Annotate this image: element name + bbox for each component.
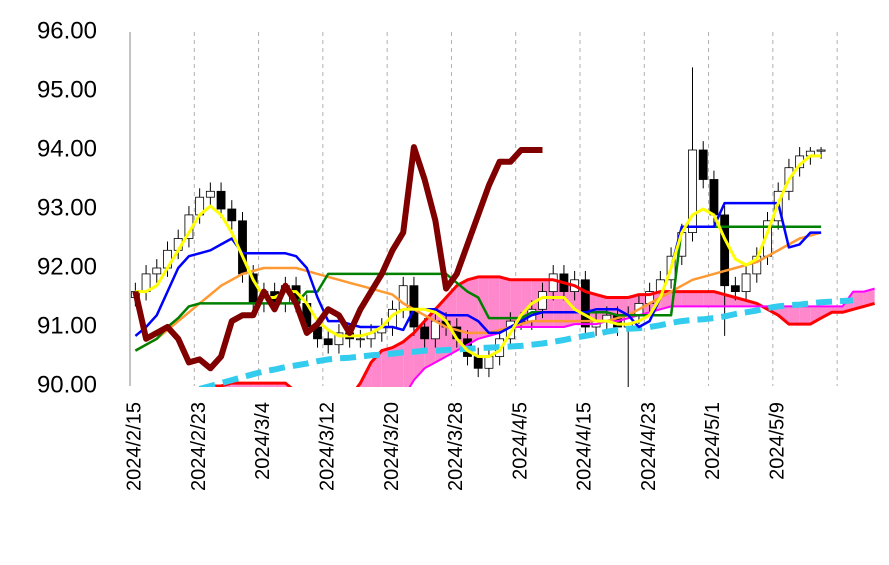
candle-body [323, 338, 333, 346]
candle-body [698, 149, 708, 180]
labels: 90.00 91.00 92.00 93.00 94.00 95.00 96.00 2024/… [37, 17, 789, 491]
candle-body [355, 338, 365, 341]
x-tick-label: 2024/5/1 [702, 402, 724, 480]
cloud [799, 306, 811, 325]
cloud [157, 398, 168, 416]
cloud [403, 332, 414, 387]
series-line [132, 144, 543, 372]
cloud [296, 392, 307, 416]
cloud [863, 288, 875, 307]
cloud [692, 291, 704, 307]
series-line [134, 201, 822, 337]
cloud [221, 383, 232, 387]
cloud [285, 383, 291, 387]
cloud [778, 306, 789, 325]
candle-body [816, 149, 826, 152]
series-line [200, 275, 876, 387]
candle-body [334, 332, 344, 346]
candle-body [730, 285, 740, 293]
y-tick-label: 96.00 [37, 17, 97, 44]
cloud [339, 398, 350, 416]
candle-body [473, 356, 483, 369]
cloud [274, 383, 286, 387]
y-tick-label: 93.00 [37, 194, 97, 221]
candle-body [741, 273, 751, 292]
x-tick-label: 2024/2/15 [124, 402, 146, 491]
y-tick-label: 90.00 [37, 371, 97, 398]
candle-body [216, 190, 226, 210]
cloud [853, 291, 864, 310]
cloud [467, 276, 479, 345]
y-tick-label: 95.00 [37, 76, 97, 103]
y-tick-label: 91.00 [37, 312, 97, 339]
candle-body [548, 273, 558, 292]
cloud [681, 291, 693, 307]
x-tick-label: 2024/4/5 [509, 402, 531, 480]
candle-body [720, 214, 730, 287]
candle-body [688, 149, 697, 233]
cloud [357, 383, 361, 387]
candle-body [580, 279, 590, 328]
series-line [135, 154, 822, 358]
x-tick-label: 2024/4/15 [574, 402, 596, 491]
cloud [146, 404, 157, 416]
cloud [788, 306, 800, 325]
y-tick-label: 92.00 [37, 253, 97, 280]
y-tick-label: 94.00 [37, 135, 97, 162]
x-tick-label: 2024/3/4 [252, 402, 274, 480]
x-tick-label: 2024/4/23 [638, 402, 660, 491]
cloud [231, 383, 243, 387]
candle-body [152, 267, 162, 275]
cloud [703, 291, 714, 307]
candle-body [205, 190, 215, 198]
cloud [210, 386, 222, 387]
candle-body [420, 326, 430, 340]
cloud [381, 347, 393, 387]
candle-body [484, 356, 494, 369]
x-tick-label: 2024/2/23 [188, 402, 210, 491]
candle-body [227, 208, 237, 222]
candle-body [709, 179, 719, 216]
cloud [168, 395, 179, 416]
x-tick-label: 2024/3/20 [381, 402, 403, 491]
x-tick-label: 2024/3/12 [316, 402, 338, 491]
x-tick-label: 2024/3/28 [445, 402, 467, 491]
x-tick-label: 2024/5/9 [766, 402, 788, 480]
plot-area [130, 67, 876, 416]
cloud [488, 276, 500, 336]
cloud [831, 306, 843, 313]
cloud [510, 279, 522, 327]
grid [129, 32, 838, 386]
